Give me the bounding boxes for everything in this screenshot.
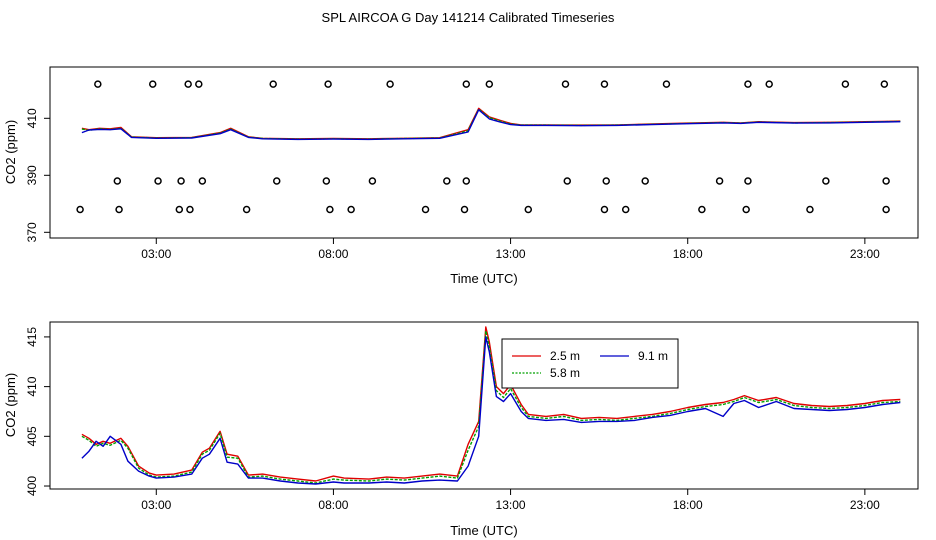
legend-label-2-5m: 2.5 m [550,349,580,363]
reference-point [94,80,102,88]
bottom-y-axis: 400 405 410 415 [25,327,50,496]
reference-point [368,177,377,185]
y-tick-label: 405 [25,426,39,446]
reference-point [882,205,890,214]
bottom-series-lines [81,326,901,485]
reference-point [462,80,471,88]
top-x-axis-label: Time (UTC) [450,271,517,286]
reference-point [641,177,649,185]
bottom-plot-frame [49,321,919,490]
reference-point [386,80,394,88]
reference-point [186,205,194,214]
reference-point [421,205,430,214]
chart-title: SPL AIRCOA G Day 141214 Calibrated Times… [322,10,615,25]
x-tick-label: 13:00 [496,247,526,261]
reference-point [198,177,207,185]
reference-point [561,80,570,88]
reference-point [443,177,451,185]
reference-point [148,80,157,88]
x-tick-label: 08:00 [318,498,348,512]
reference-point [765,80,773,88]
legend: 2.5 m 5.8 m 9.1 m [501,338,679,389]
reference-point [184,80,192,88]
series-line-9-1-m [81,336,901,485]
reference-point [744,80,752,88]
top-x-axis: 03:00 08:00 13:00 18:00 23:00 [141,238,880,261]
reference-point [715,177,724,185]
bottom-panel: 03:00 08:00 13:00 18:00 23:00 400 405 410 415 T… [3,321,919,538]
reference-point [462,177,471,185]
reference-point [882,177,890,185]
legend-label-5-8m: 5.8 m [550,366,580,380]
x-tick-label: 03:00 [141,247,171,261]
reference-point [600,205,609,214]
top-series-lines [81,107,901,141]
reference-point [524,205,533,214]
series-line-2-5-m [81,326,901,482]
legend-box [501,338,679,389]
reference-point [822,177,830,185]
y-tick-label: 400 [25,476,39,496]
y-tick-label: 370 [25,222,39,242]
reference-point [600,80,609,88]
reference-point [880,80,889,88]
x-tick-label: 23:00 [850,498,880,512]
reference-point [698,205,706,214]
bottom-y-axis-label: CO2 (ppm) [3,373,18,437]
x-tick-label: 13:00 [496,498,526,512]
series-line-9-1-m [81,109,901,141]
reference-point [602,177,610,185]
reference-point [154,177,162,185]
reference-point [621,205,630,214]
reference-point [242,205,251,214]
series-line-5-8-m [81,330,901,484]
x-tick-label: 08:00 [318,247,348,261]
reference-point [115,205,123,214]
top-plot-frame [49,66,919,239]
reference-point [744,177,752,185]
legend-label-9-1m: 9.1 m [638,349,668,363]
reference-point [485,80,494,88]
reference-point [175,205,184,214]
reference-point [269,80,277,88]
reference-point [841,80,850,88]
reference-point [113,177,122,185]
y-tick-label: 410 [25,108,39,128]
reference-point [76,205,84,214]
y-tick-label: 390 [25,165,39,185]
x-tick-label: 23:00 [850,247,880,261]
reference-point [662,80,671,88]
x-tick-label: 18:00 [673,498,703,512]
reference-point [742,205,750,214]
x-tick-label: 18:00 [673,247,703,261]
series-line-2-5-m [81,107,901,140]
reference-point [324,80,332,88]
reference-point [195,80,203,88]
y-tick-label: 410 [25,376,39,396]
top-y-axis: 370 390 410 [25,108,50,242]
x-tick-label: 03:00 [141,498,171,512]
reference-point [326,205,334,214]
reference-point [460,205,469,214]
reference-point [177,177,185,185]
y-tick-label: 415 [25,327,39,347]
bottom-x-axis: 03:00 08:00 13:00 18:00 23:00 [141,489,880,512]
reference-point [563,177,572,185]
bottom-x-axis-label: Time (UTC) [450,523,517,538]
reference-point [806,205,814,214]
top-panel: 03:00 08:00 13:00 18:00 23:00 370 390 410 Time… [3,66,919,286]
reference-point [347,205,355,214]
reference-point [322,177,331,185]
top-y-axis-label: CO2 (ppm) [3,120,18,184]
reference-point [272,177,281,185]
top-reference-points [76,80,890,214]
